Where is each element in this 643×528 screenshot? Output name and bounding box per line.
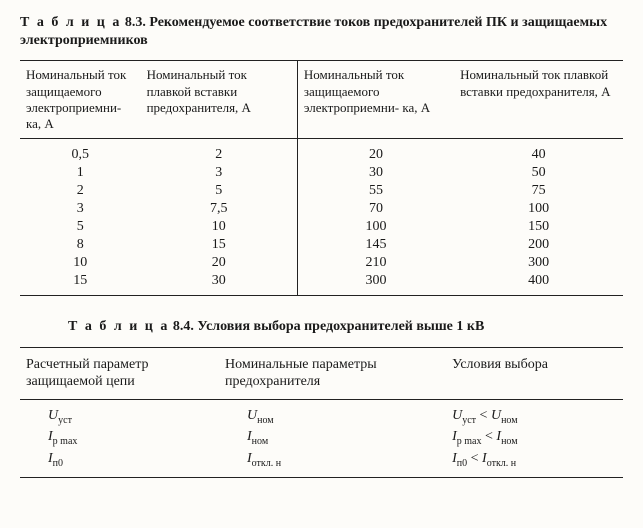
col-header: Расчетный параметр защищаемой цепи xyxy=(20,347,219,399)
cell: 55 xyxy=(297,182,454,200)
table-row: 133050 xyxy=(20,164,623,182)
col-header: Номинальный ток защищаемого электроприем… xyxy=(297,61,454,139)
caption-rest: 8.4. Условия выбора предохранителей выше… xyxy=(169,319,484,334)
table-row: 1020210300 xyxy=(20,254,623,272)
table-header-row: Номинальный ток защищаемого электроприем… xyxy=(20,61,623,139)
cell: 7,5 xyxy=(141,200,298,218)
cell: 10 xyxy=(20,254,141,272)
col-header: Номинальные параметры предохранителя xyxy=(219,347,442,399)
cell: 145 xyxy=(297,236,454,254)
cell: 300 xyxy=(297,272,454,296)
table-row: 0,522040 xyxy=(20,139,623,165)
col-header: Условия выбора xyxy=(442,347,623,399)
cell: 400 xyxy=(454,272,623,296)
table-row: UустUномUуст < Uном xyxy=(20,399,623,427)
cell: Iр max xyxy=(20,427,219,449)
cell: Iп0 < Iоткл. н xyxy=(442,449,623,477)
table-8-3-caption: Т а б л и ц а 8.3. Рекомендуемое соответ… xyxy=(20,14,623,50)
table-8-4-caption: Т а б л и ц а 8.4. Условия выбора предох… xyxy=(20,318,623,336)
table-row: 37,570100 xyxy=(20,200,623,218)
cell: 50 xyxy=(454,164,623,182)
cell: 3 xyxy=(20,200,141,218)
cell: 300 xyxy=(454,254,623,272)
cell: 30 xyxy=(141,272,298,296)
col-header: Номинальный ток защищаемого электроприем… xyxy=(20,61,141,139)
cell: 20 xyxy=(297,139,454,165)
cell: Iоткл. н xyxy=(219,449,442,477)
cell: 15 xyxy=(141,236,298,254)
cell: Uуст xyxy=(20,399,219,427)
cell: 70 xyxy=(297,200,454,218)
cell: Uном xyxy=(219,399,442,427)
table-row: 510100150 xyxy=(20,218,623,236)
table-8-4: Расчетный параметр защищаемой цепи Номин… xyxy=(20,347,623,478)
cell: Iп0 xyxy=(20,449,219,477)
cell: 20 xyxy=(141,254,298,272)
cell: Iр max < Iном xyxy=(442,427,623,449)
cell: 150 xyxy=(454,218,623,236)
cell: 75 xyxy=(454,182,623,200)
caption-word-table: Т а б л и ц а xyxy=(20,15,121,30)
col-header: Номинальный ток плавкой вставки предохра… xyxy=(141,61,298,139)
table-8-3: Номинальный ток защищаемого электроприем… xyxy=(20,60,623,296)
cell: 2 xyxy=(141,139,298,165)
caption-word-table: Т а б л и ц а xyxy=(68,319,169,334)
cell: 8 xyxy=(20,236,141,254)
cell: Uуст < Uном xyxy=(442,399,623,427)
cell: 40 xyxy=(454,139,623,165)
cell: 5 xyxy=(141,182,298,200)
table-row: 1530300400 xyxy=(20,272,623,296)
cell: 10 xyxy=(141,218,298,236)
cell: 1 xyxy=(20,164,141,182)
cell: 210 xyxy=(297,254,454,272)
table-row: Iр maxIномIр max < Iном xyxy=(20,427,623,449)
cell: 5 xyxy=(20,218,141,236)
table-row: Iп0Iоткл. нIп0 < Iоткл. н xyxy=(20,449,623,477)
table-row: 815145200 xyxy=(20,236,623,254)
cell: Iном xyxy=(219,427,442,449)
cell: 200 xyxy=(454,236,623,254)
cell: 0,5 xyxy=(20,139,141,165)
cell: 30 xyxy=(297,164,454,182)
cell: 15 xyxy=(20,272,141,296)
cell: 100 xyxy=(297,218,454,236)
table-row: 255575 xyxy=(20,182,623,200)
col-header: Номинальный ток плавкой вставки предохра… xyxy=(454,61,623,139)
cell: 100 xyxy=(454,200,623,218)
cell: 3 xyxy=(141,164,298,182)
cell: 2 xyxy=(20,182,141,200)
table-header-row: Расчетный параметр защищаемой цепи Номин… xyxy=(20,347,623,399)
